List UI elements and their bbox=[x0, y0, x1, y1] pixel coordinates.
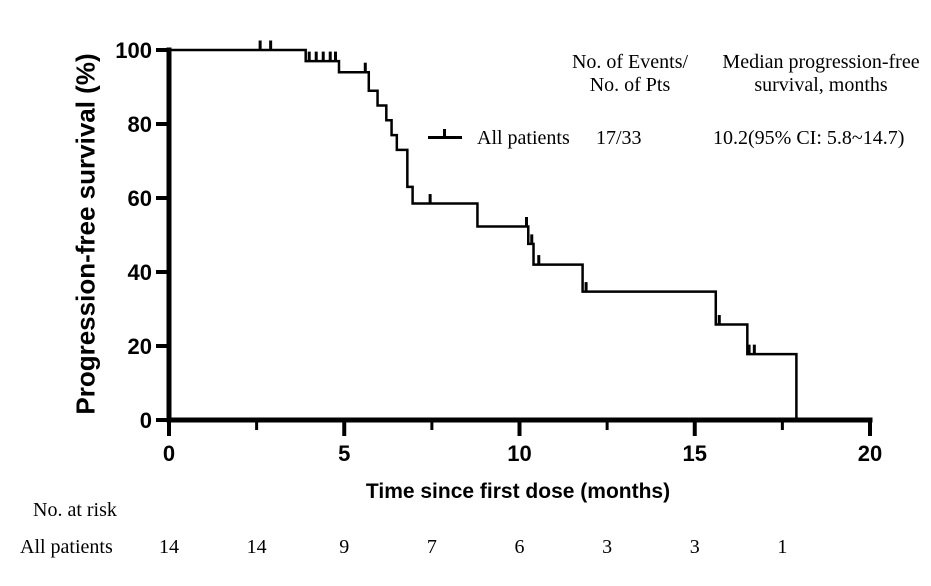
legend-events-value: 17/33 bbox=[596, 127, 642, 149]
risk-row-label: All patients bbox=[20, 536, 113, 558]
legend-header-events: No. of Events/ No. of Pts bbox=[572, 51, 688, 97]
y-tick-label: 0 bbox=[140, 408, 152, 433]
legend-key-censor-tick bbox=[443, 129, 446, 138]
risk-value: 14 bbox=[159, 536, 179, 558]
risk-value: 9 bbox=[339, 536, 350, 558]
risk-value: 3 bbox=[689, 536, 700, 558]
censor-marks bbox=[258, 40, 756, 354]
x-tick-labels: 0 5 10 15 20 bbox=[163, 441, 882, 466]
axes bbox=[166, 47, 873, 423]
x-minor-ticks bbox=[255, 422, 784, 430]
y-tick-label: 60 bbox=[128, 186, 152, 211]
legend-header-events-line2: No. of Pts bbox=[589, 74, 671, 96]
km-survival-curve bbox=[169, 48, 798, 420]
legend-header-median: Median progression-free survival, months bbox=[722, 51, 919, 97]
risk-value: 14 bbox=[246, 536, 267, 558]
x-axis-title: Time since first dose (months) bbox=[365, 480, 671, 503]
y-tick-label: 20 bbox=[128, 334, 152, 359]
x-tick-label: 15 bbox=[683, 441, 707, 466]
x-tick-label: 20 bbox=[858, 441, 882, 466]
y-tick-label: 40 bbox=[128, 260, 152, 285]
y-tick-label: 100 bbox=[115, 38, 152, 63]
y-major-ticks bbox=[156, 48, 167, 422]
y-axis-title: Progression-free survival (%) bbox=[70, 53, 101, 415]
risk-value: 1 bbox=[777, 536, 788, 558]
x-tick-label: 5 bbox=[338, 441, 350, 466]
y-tick-labels: 0 20 40 60 80 100 bbox=[115, 38, 152, 433]
risk-value: 6 bbox=[514, 536, 525, 558]
risk-value: 7 bbox=[426, 536, 437, 558]
risk-table-title: No. at risk bbox=[33, 499, 117, 521]
risk-value: 3 bbox=[602, 536, 613, 558]
legend-median-value: 10.2(95% CI: 5.8~14.7) bbox=[713, 127, 905, 149]
legend-series-label: All patients bbox=[477, 127, 570, 149]
x-tick-label: 10 bbox=[507, 441, 531, 466]
x-tick-label: 0 bbox=[163, 441, 175, 466]
legend-header-median-line2: survival, months bbox=[754, 74, 888, 96]
legend-header-median-line1: Median progression-free bbox=[722, 51, 920, 73]
legend-key-icon bbox=[428, 129, 462, 140]
legend-header-events-line1: No. of Events/ bbox=[571, 51, 689, 73]
x-major-ticks bbox=[167, 422, 872, 436]
y-tick-label: 80 bbox=[128, 112, 152, 137]
